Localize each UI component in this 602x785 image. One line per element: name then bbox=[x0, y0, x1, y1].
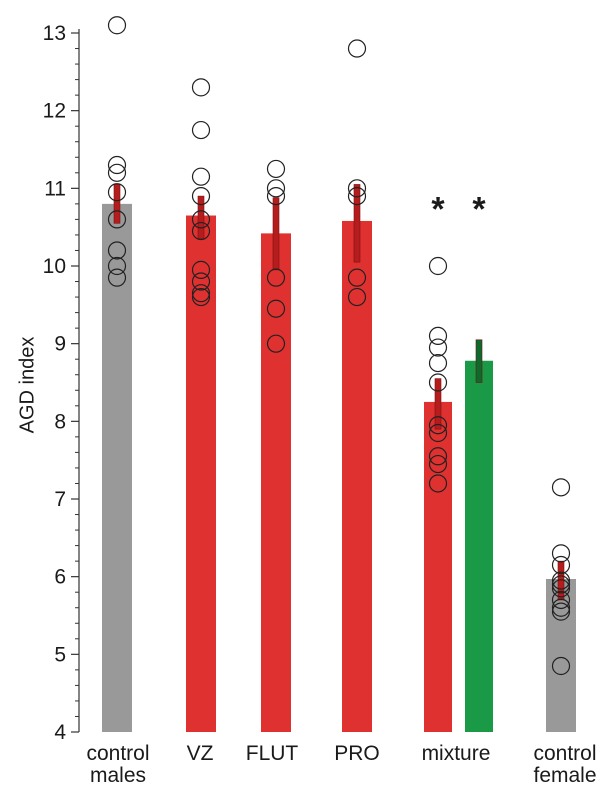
data-point bbox=[428, 373, 448, 392]
data-point bbox=[107, 155, 127, 175]
y-tick-label: 7 bbox=[54, 488, 66, 511]
data-point bbox=[551, 478, 571, 497]
category-label-line: PRO bbox=[334, 742, 380, 765]
category-label-line: males bbox=[90, 764, 146, 785]
data-point bbox=[551, 579, 571, 598]
category-label-line: FLUT bbox=[246, 742, 299, 765]
data-point bbox=[428, 353, 448, 373]
data-point bbox=[107, 183, 127, 202]
data-point bbox=[551, 555, 571, 575]
error-bar bbox=[353, 184, 361, 263]
category-label: VZ bbox=[187, 742, 214, 765]
category-label-line: female bbox=[533, 764, 596, 785]
data-point bbox=[347, 39, 367, 58]
data-point bbox=[347, 287, 367, 307]
error-bar bbox=[434, 378, 442, 430]
data-point bbox=[428, 338, 448, 357]
data-point bbox=[428, 416, 448, 435]
bar bbox=[546, 578, 576, 732]
category-label: mixture bbox=[422, 742, 491, 765]
data-point bbox=[428, 326, 448, 345]
data-point bbox=[347, 179, 367, 198]
y-tick-label: 6 bbox=[54, 566, 66, 589]
y-tick-label: 9 bbox=[54, 333, 66, 356]
significance-star: * bbox=[431, 190, 445, 228]
data-point bbox=[107, 268, 127, 287]
data-point bbox=[551, 575, 571, 594]
category-label-line: mixture bbox=[422, 742, 491, 765]
data-point bbox=[191, 287, 211, 307]
bars bbox=[102, 184, 576, 732]
data-point bbox=[266, 268, 286, 287]
y-tick-label: 11 bbox=[44, 177, 66, 200]
error-bar bbox=[113, 184, 121, 224]
data-point bbox=[107, 163, 127, 182]
data-point bbox=[107, 241, 127, 260]
data-point bbox=[191, 187, 211, 206]
data-point bbox=[266, 179, 286, 198]
data-point bbox=[191, 284, 211, 303]
category-label: control males bbox=[86, 742, 149, 785]
category-label-line: VZ bbox=[187, 742, 214, 765]
y-axis: 4 5 6 7 8 9 10 11 12 13 bbox=[43, 22, 80, 744]
data-point bbox=[428, 454, 448, 474]
significance-star: * bbox=[472, 190, 486, 228]
data-point bbox=[428, 474, 448, 493]
data-point bbox=[551, 602, 571, 621]
data-point bbox=[551, 571, 571, 590]
data-point bbox=[428, 447, 448, 466]
data-point bbox=[107, 210, 127, 229]
data-point bbox=[191, 221, 211, 241]
data-point bbox=[191, 260, 211, 279]
data-point bbox=[266, 159, 286, 179]
data-point bbox=[428, 423, 448, 443]
error-bar bbox=[475, 339, 483, 383]
y-tick-label: 13 bbox=[43, 22, 66, 45]
data-point bbox=[191, 272, 211, 291]
data-point bbox=[347, 187, 367, 206]
category-label-line: control bbox=[86, 742, 149, 765]
y-axis-label: AGD index bbox=[16, 337, 38, 434]
data-point bbox=[191, 167, 211, 186]
category-label: control female bbox=[533, 742, 596, 785]
data-point bbox=[107, 256, 127, 276]
category-label-line: control bbox=[533, 742, 596, 765]
data-point bbox=[551, 656, 571, 676]
data-point bbox=[347, 268, 367, 287]
y-tick-label: 10 bbox=[43, 255, 66, 278]
data-point bbox=[266, 187, 286, 206]
data-point bbox=[191, 210, 211, 229]
data-point bbox=[551, 598, 571, 617]
data-point bbox=[266, 334, 286, 353]
category-label: FLUT bbox=[246, 742, 299, 765]
bar bbox=[465, 360, 493, 732]
bar bbox=[342, 220, 372, 732]
bar bbox=[102, 203, 132, 732]
data-point bbox=[551, 590, 571, 610]
bar bbox=[424, 401, 452, 732]
category-label: PRO bbox=[334, 742, 380, 765]
data-point bbox=[266, 299, 286, 318]
data-point bbox=[191, 78, 211, 97]
error-bar bbox=[272, 197, 280, 271]
error-bar bbox=[197, 195, 205, 240]
y-tick-label: 8 bbox=[54, 410, 66, 433]
data-point bbox=[428, 256, 448, 276]
y-tick-label: 12 bbox=[43, 100, 66, 123]
data-point bbox=[191, 120, 211, 140]
y-tick-label: 5 bbox=[54, 643, 66, 666]
bar bbox=[261, 233, 291, 732]
bar bbox=[186, 215, 216, 732]
data-point bbox=[107, 16, 127, 35]
y-tick-label: 4 bbox=[54, 721, 66, 744]
data-point bbox=[551, 544, 571, 563]
